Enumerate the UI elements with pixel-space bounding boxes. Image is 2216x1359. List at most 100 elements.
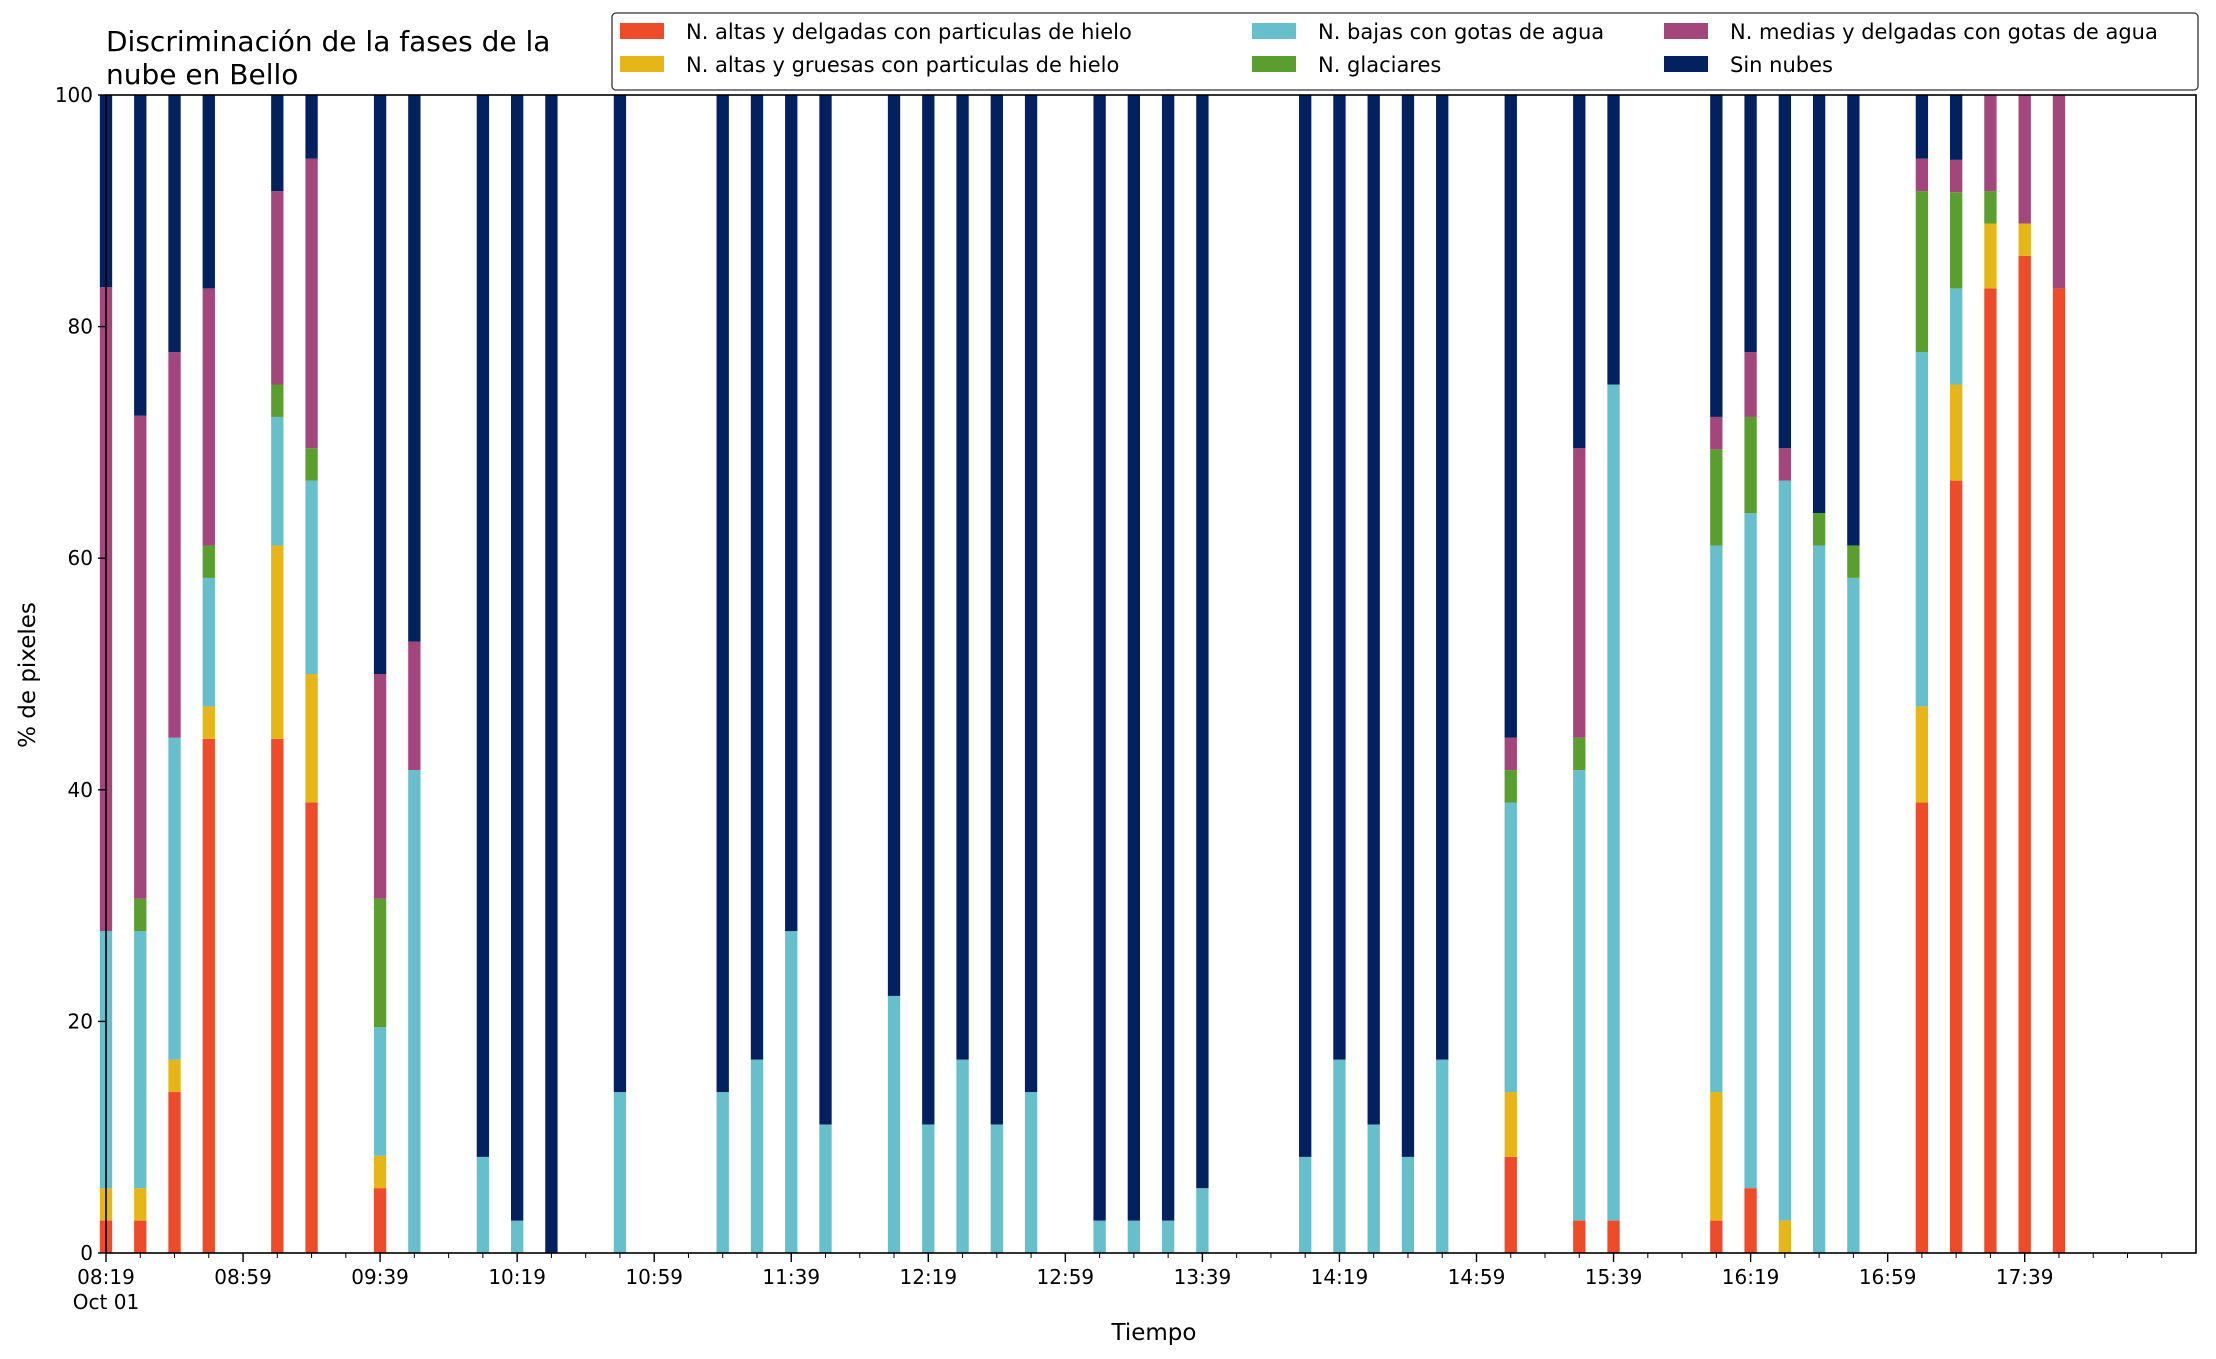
bar-segment-1419-s2 <box>1333 1059 1346 1253</box>
bar-segment-1509-s4 <box>1504 737 1517 771</box>
x-axis-label: Tiempo <box>1111 1320 1197 1346</box>
bar-segment-1629-s1 <box>1778 1220 1792 1253</box>
bar-segment-1619-s2 <box>1744 513 1757 1189</box>
legend-swatch-3 <box>1252 56 1296 72</box>
bar-segment-0909-s3 <box>271 384 284 417</box>
legend-swatch-5 <box>1664 56 1708 72</box>
bar-segment-1509-s2 <box>1504 802 1517 1093</box>
bar-segment-1149-s5 <box>819 95 832 1125</box>
y-axis-label: % de pixeles <box>15 602 41 748</box>
bar-segment-0829-s5 <box>134 95 147 416</box>
bar-segment-1749-s4 <box>2052 95 2066 289</box>
bar-segment-1529-s4 <box>1573 448 1586 738</box>
bar-segment-0839-s1 <box>168 1059 181 1093</box>
bar-segment-1419-s5 <box>1333 95 1346 1060</box>
bar-segment-1449-s5 <box>1436 95 1449 1060</box>
x-tick-label-0939: 09:39 <box>351 1265 409 1289</box>
y-tick-label-0: 0 <box>80 1241 93 1265</box>
x-tick-label-1659: 16:59 <box>1859 1265 1917 1289</box>
bar-segment-1649-s5 <box>1847 95 1860 546</box>
bar-segment-0849-s3 <box>202 545 215 578</box>
bar-segment-1019-s2 <box>510 1220 524 1253</box>
legend-frame <box>611 12 2199 91</box>
y-tick-label-80: 80 <box>68 315 93 339</box>
bar-segment-1709-s4 <box>1915 158 1929 192</box>
bar-segment-1119-s2 <box>716 1092 729 1253</box>
legend-label-0: N. altas y delgadas con particulas de hi… <box>686 20 1132 44</box>
x-tick-label-1739: 17:39 <box>1996 1265 2054 1289</box>
bar-segment-1129-s2 <box>750 1059 764 1253</box>
bar-segment-1409-s2 <box>1299 1156 1312 1253</box>
bar-segment-1229-s5 <box>956 95 969 1060</box>
bar-segment-1719-s0 <box>1950 480 1963 1253</box>
bar-segment-1049-s2 <box>613 1092 627 1253</box>
bar-segment-1239-s5 <box>990 95 1003 1125</box>
x-tick-label-1459: 14:59 <box>1448 1265 1506 1289</box>
bar-segment-0839-s0 <box>168 1092 181 1253</box>
bar-segment-1629-s5 <box>1778 95 1792 449</box>
bar-segment-0839-s5 <box>168 95 181 353</box>
x-tick-label-1019: 10:19 <box>488 1265 546 1289</box>
bar-segment-1219-s5 <box>922 95 935 1125</box>
bar-segment-1619-s5 <box>1744 95 1757 353</box>
legend: N. altas y delgadas con particulas de hi… <box>611 12 2199 91</box>
legend-label-4: N. medias y delgadas con gotas de agua <box>1730 20 2158 44</box>
bar-segment-0949-s2 <box>408 770 421 1253</box>
x-tick-label-1059: 10:59 <box>625 1265 683 1289</box>
bar-segment-0829-s4 <box>134 415 147 899</box>
bar-segment-0949-s4 <box>408 641 421 771</box>
axes-frame <box>105 94 2197 1254</box>
bar-segment-1409-s5 <box>1299 95 1312 1157</box>
x-tick-label-1259: 12:59 <box>1037 1265 1095 1289</box>
bar-segment-0829-s2 <box>134 931 147 1189</box>
bar-segment-1339-s2 <box>1196 1188 1209 1253</box>
bar-segment-1249-s5 <box>1024 95 1038 1093</box>
bar-segment-1529-s3 <box>1573 737 1586 771</box>
bar-segment-1309-s5 <box>1093 95 1106 1221</box>
bar-segment-1029-s5 <box>545 95 558 1253</box>
bar-segment-0939-s1 <box>373 1155 387 1189</box>
bar-segment-1209-s5 <box>887 95 901 996</box>
x-tick-label-0819: 08:19 <box>77 1265 135 1289</box>
bar-segment-0849-s4 <box>202 288 215 546</box>
bar-segment-1529-s2 <box>1573 770 1586 1221</box>
bar-segment-1709-s2 <box>1915 352 1929 707</box>
bar-segment-1529-s5 <box>1573 95 1586 449</box>
bar-segment-1219-s2 <box>922 1124 935 1253</box>
bar-segment-1539-s2 <box>1607 384 1620 1221</box>
bar-segment-1429-s2 <box>1367 1124 1380 1253</box>
bar-segment-1139-s2 <box>785 931 798 1253</box>
bar-segment-1639-s3 <box>1812 513 1826 546</box>
bar-segment-0939-s5 <box>373 95 387 674</box>
bar-segment-1529-s0 <box>1573 1220 1586 1253</box>
bar-segment-0919-s4 <box>305 158 318 449</box>
bar-segment-1729-s3 <box>1984 191 1997 224</box>
bar-segment-1509-s0 <box>1504 1156 1517 1253</box>
bar-segment-1719-s3 <box>1950 192 1963 289</box>
x-tick-label-1539: 15:39 <box>1585 1265 1643 1289</box>
x-tick-label-1339: 13:39 <box>1174 1265 1232 1289</box>
bar-segment-0839-s4 <box>168 352 181 738</box>
bar-segment-0909-s1 <box>271 545 284 739</box>
bar-segment-1609-s3 <box>1710 449 1723 546</box>
x-tick-label-1619: 16:19 <box>1722 1265 1780 1289</box>
bar-segment-0909-s0 <box>271 738 284 1253</box>
bar-segment-1509-s3 <box>1504 770 1517 803</box>
bar-segment-1619-s3 <box>1744 416 1757 514</box>
bar-segment-1439-s2 <box>1401 1156 1415 1253</box>
bar-segment-1749-s0 <box>2052 288 2066 1253</box>
bar-segment-1539-s0 <box>1607 1220 1620 1253</box>
bar-segment-1719-s5 <box>1950 95 1963 160</box>
bar-segment-0909-s2 <box>271 416 284 546</box>
bar-segment-0849-s2 <box>202 577 215 707</box>
bar-segment-1729-s1 <box>1984 223 1997 289</box>
bar-segment-1049-s5 <box>613 95 627 1093</box>
legend-label-5: Sin nubes <box>1730 53 1833 77</box>
bar-segment-0939-s3 <box>373 898 387 1028</box>
legend-label-3: N. glaciares <box>1318 53 1441 77</box>
bar-segment-0849-s5 <box>202 95 215 289</box>
bar-segment-1149-s2 <box>819 1124 832 1253</box>
